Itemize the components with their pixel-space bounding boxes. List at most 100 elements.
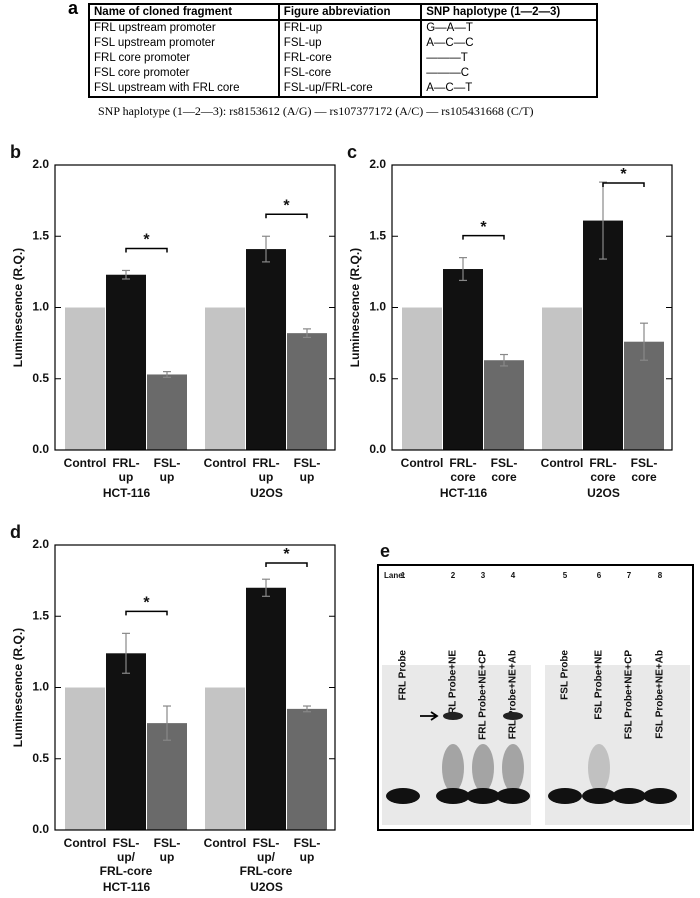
- group-label: U2OS: [250, 880, 283, 894]
- significance-mark: *: [283, 197, 290, 214]
- bar: [287, 333, 327, 450]
- table-cell: FRL-core: [277, 51, 423, 66]
- table-cell: FSL-core: [277, 66, 423, 81]
- error-bar: [262, 578, 270, 597]
- bar: [106, 274, 146, 450]
- lane-number: 2: [451, 571, 456, 580]
- probe-band: [496, 788, 530, 804]
- plot-frame: [54, 164, 336, 451]
- lane-number: 5: [563, 571, 568, 580]
- group-label: HCT-116: [102, 486, 151, 500]
- lane-heading: Lane:: [384, 571, 405, 580]
- y-axis-label: Luminescence (R.Q.): [11, 248, 25, 367]
- lane-number: 7: [627, 571, 632, 580]
- table-cell: FSL upstream with FRL core: [88, 81, 280, 97]
- footnote: SNP haplotype (1—2—3): rs8153612 (A/G) —…: [98, 104, 534, 118]
- table-cell: A—C—T: [420, 81, 598, 97]
- bar: [65, 687, 105, 830]
- probe-band: [548, 788, 582, 804]
- table-cell: ———C: [420, 66, 598, 81]
- y-tick-label: 1.0: [32, 300, 49, 314]
- x-tick-label: Control: [63, 836, 107, 850]
- header-cell: Name of cloned fragment: [88, 3, 280, 21]
- table-cell: A—C—C: [420, 36, 598, 51]
- header-cell: Figure abbreviation: [277, 3, 423, 21]
- x-tick-label: FSL- up: [153, 836, 181, 864]
- panel-label: a: [68, 0, 79, 18]
- probe-band: [466, 788, 500, 804]
- y-tick-label: 0.5: [369, 371, 386, 385]
- bar: [205, 687, 245, 830]
- x-tick-label: FSL- core: [630, 456, 658, 484]
- table-cell: FSL-up/FRL-core: [277, 81, 423, 97]
- x-tick-label: FRL- up: [112, 456, 140, 484]
- significance-mark: *: [143, 232, 150, 249]
- table-cell: FSL core promoter: [88, 66, 280, 81]
- lane-name: FSL Probe: [560, 650, 571, 700]
- panel-label: e: [380, 541, 390, 561]
- gel-smear: [442, 744, 464, 792]
- arrow: [420, 711, 439, 721]
- significance-mark: *: [620, 166, 627, 183]
- y-tick-label: 2.0: [32, 537, 49, 551]
- shift-band: [443, 712, 463, 720]
- gel-smear: [502, 744, 524, 792]
- y-tick-label: 0.0: [32, 442, 49, 456]
- x-tick-label: FSL- up: [293, 836, 321, 864]
- significance-bracket: [265, 213, 308, 219]
- bar: [65, 307, 105, 450]
- lane-name: FRL Probe+NE: [448, 650, 459, 720]
- x-tick-label: Control: [63, 456, 107, 470]
- x-tick-label: FSL- up/ FRL-core: [239, 836, 293, 878]
- lane-number: 3: [481, 571, 486, 580]
- y-tick-label: 1.5: [369, 228, 386, 242]
- table-cell: FRL-up: [277, 20, 423, 36]
- header-row: Name of cloned fragment Figure abbreviat…: [88, 3, 598, 21]
- x-tick-label: FRL- core: [449, 456, 477, 484]
- table-row: FRL core promoter FRL-core ———T: [88, 51, 598, 66]
- error-bar: [303, 705, 311, 713]
- panel-label: b: [10, 142, 21, 162]
- lane-number: 8: [658, 571, 663, 580]
- bar: [287, 708, 327, 830]
- x-tick-label: FRL- core: [589, 456, 617, 484]
- y-tick-label: 1.5: [32, 608, 49, 622]
- significance-bracket: [125, 247, 168, 253]
- probe-band: [643, 788, 677, 804]
- significance-mark: *: [480, 219, 487, 236]
- y-axis-label: Luminescence (R.Q.): [348, 248, 362, 367]
- shift-band: [503, 712, 523, 720]
- probe-band: [612, 788, 646, 804]
- table-cell: FRL core promoter: [88, 51, 280, 66]
- table-row: FRL upstream promoter FRL-up G—A—T: [88, 20, 598, 36]
- x-tick-label: Control: [400, 456, 444, 470]
- error-bar: [640, 322, 648, 361]
- y-axis-label: Luminescence (R.Q.): [11, 628, 25, 747]
- table-row: FSL upstream promoter FSL-up A—C—C: [88, 36, 598, 51]
- error-bar: [459, 257, 467, 282]
- significance-bracket: [265, 562, 308, 567]
- y-tick-label: 0.5: [32, 751, 49, 765]
- x-tick-label: Control: [540, 456, 584, 470]
- group-label: HCT-116: [439, 486, 488, 500]
- y-tick-label: 0.0: [369, 442, 386, 456]
- group-label: U2OS: [250, 486, 283, 500]
- error-bar: [122, 269, 130, 280]
- plot-frame: [54, 544, 336, 831]
- lane-name: FRL Probe+NE+CP: [478, 650, 489, 740]
- significance-mark: *: [143, 595, 150, 612]
- lane-number: 6: [597, 571, 602, 580]
- gel-smear: [472, 744, 494, 792]
- bar: [147, 374, 187, 450]
- table-cell: ———T: [420, 51, 598, 66]
- bar: [484, 360, 524, 450]
- y-tick-label: 0.5: [32, 371, 49, 385]
- lane-name: FSL Probe+NE: [594, 650, 605, 720]
- y-tick-label: 2.0: [369, 157, 386, 171]
- table-row: FSL core promoter FSL-core ———C: [88, 66, 598, 81]
- probe-band: [582, 788, 616, 804]
- bar: [205, 307, 245, 450]
- x-tick-label: Control: [203, 836, 247, 850]
- probe-band: [386, 788, 420, 804]
